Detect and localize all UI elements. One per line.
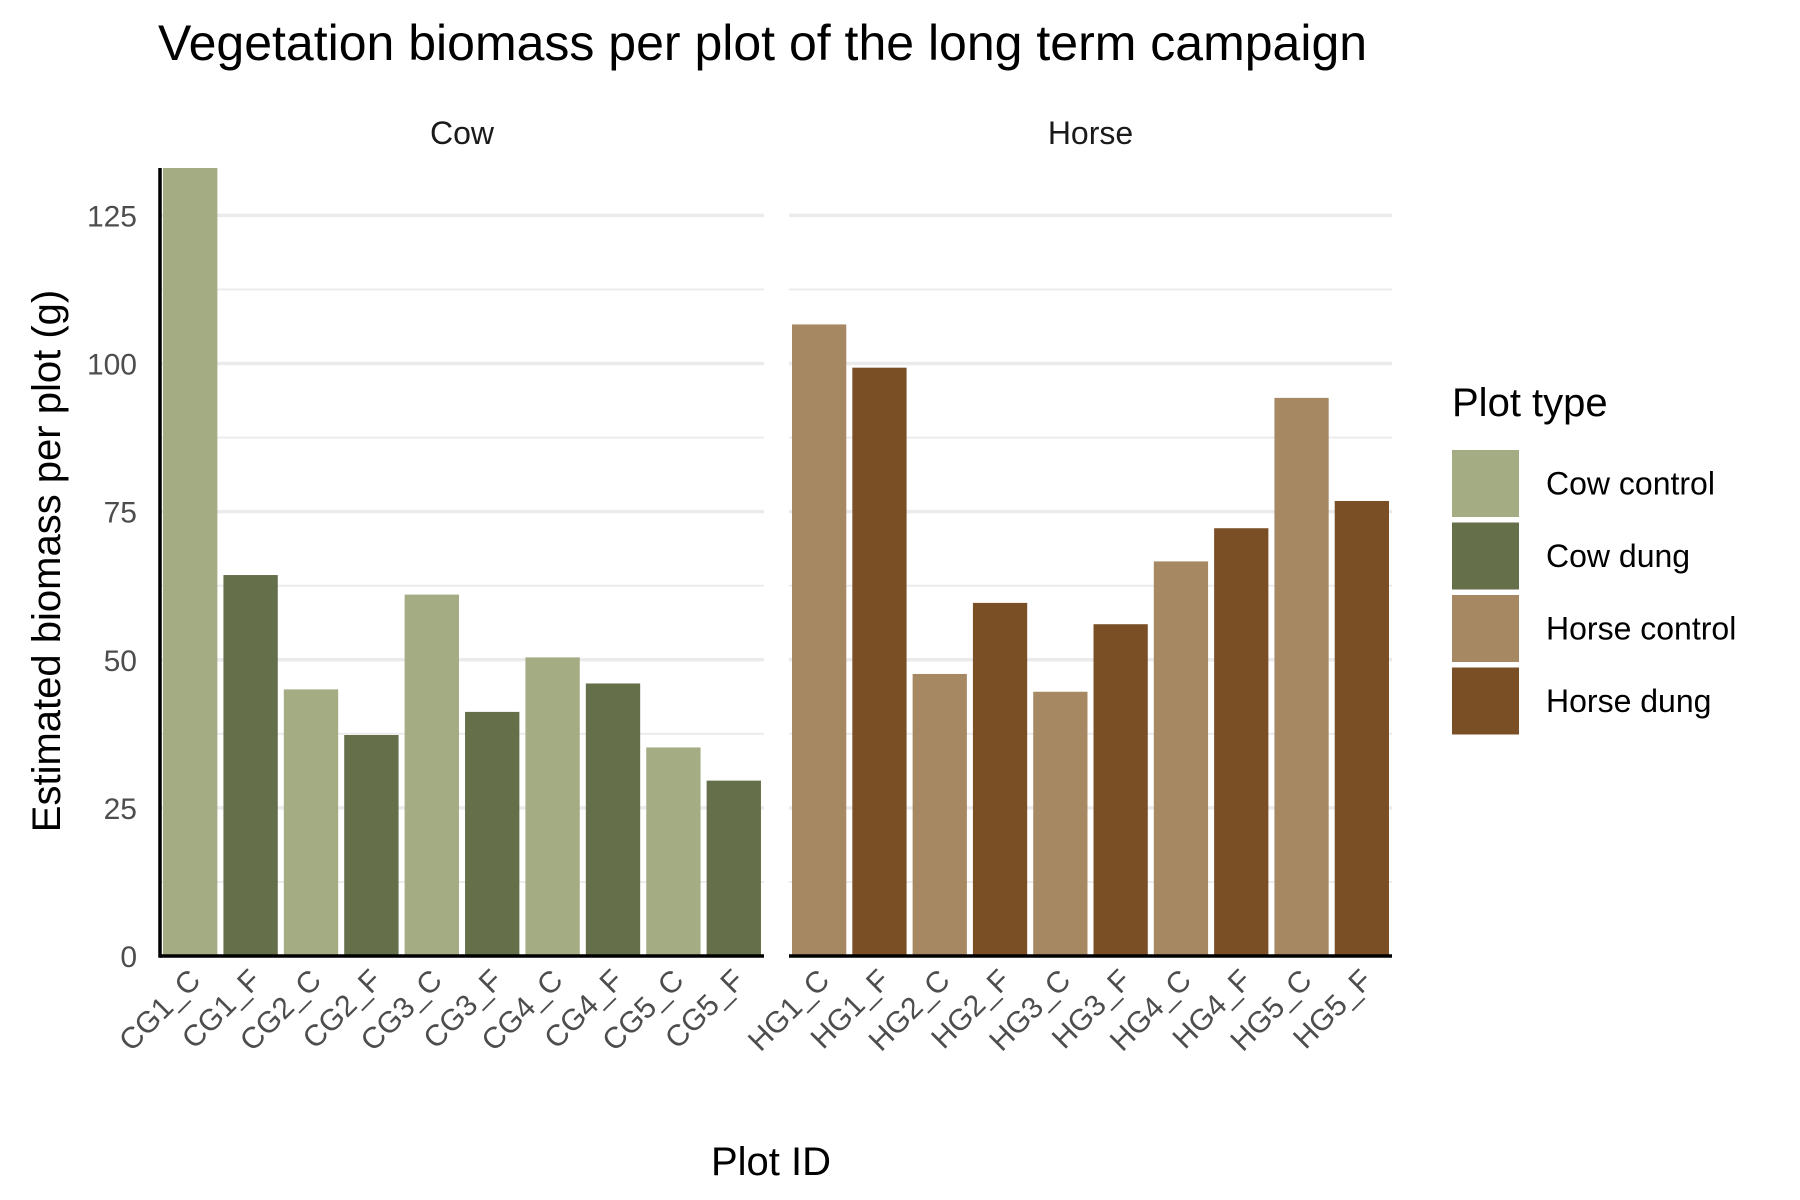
chart-title: Vegetation biomass per plot of the long … — [158, 15, 1367, 71]
bar-hg1-f — [852, 367, 907, 957]
y-tick-label: 0 — [120, 941, 137, 974]
bar-cg1-f — [223, 575, 278, 956]
bar-cg3-f — [465, 711, 520, 956]
legend-label: Cow control — [1546, 466, 1715, 502]
y-tick-label: 100 — [87, 349, 137, 382]
legend-key-horse-dung — [1452, 667, 1519, 735]
legend-title: Plot type — [1452, 381, 1608, 425]
bar-hg2-f — [972, 602, 1028, 956]
y-axis-title: Estimated biomass per plot (g) — [25, 290, 69, 832]
bar-cg5-f — [706, 780, 761, 956]
bar-cg2-f — [344, 735, 399, 956]
legend-key-cow-control — [1452, 450, 1519, 517]
bar-hg3-f — [1093, 624, 1148, 956]
legend-label: Horse dung — [1546, 683, 1711, 719]
legend-label: Cow dung — [1546, 538, 1690, 574]
x-axis-title: Plot ID — [711, 1140, 831, 1184]
facet-label-cow: Cow — [430, 115, 495, 151]
bar-hg2-c — [912, 673, 967, 956]
legend-label: Horse control — [1546, 611, 1736, 647]
bar-hg1-c — [792, 324, 847, 956]
legend: Plot type Cow control Cow dung Horse contr… — [1452, 381, 1736, 735]
y-tick-label: 75 — [104, 497, 137, 530]
facet-label-horse: Horse — [1048, 115, 1133, 151]
bar-cg3-c — [404, 594, 459, 956]
y-tick-label: 50 — [104, 645, 137, 678]
bar-cg4-c — [525, 657, 580, 956]
axes-layer — [158, 168, 1392, 958]
bar-hg4-c — [1153, 561, 1209, 956]
bar-cg4-f — [585, 683, 641, 956]
bar-hg4-f — [1214, 528, 1269, 956]
legend-key-horse-control — [1452, 595, 1519, 662]
bar-hg3-c — [1033, 691, 1088, 956]
bar-hg5-f — [1334, 500, 1389, 956]
bar-cg1-c — [163, 168, 218, 956]
y-tick-label: 125 — [87, 200, 137, 233]
bar-hg5-c — [1274, 397, 1329, 957]
bar-cg5-c — [646, 747, 701, 956]
legend-key-cow-dung — [1452, 522, 1519, 590]
y-tick-label: 25 — [104, 793, 137, 826]
bars-layer — [163, 168, 1389, 957]
bar-cg2-c — [283, 689, 339, 956]
